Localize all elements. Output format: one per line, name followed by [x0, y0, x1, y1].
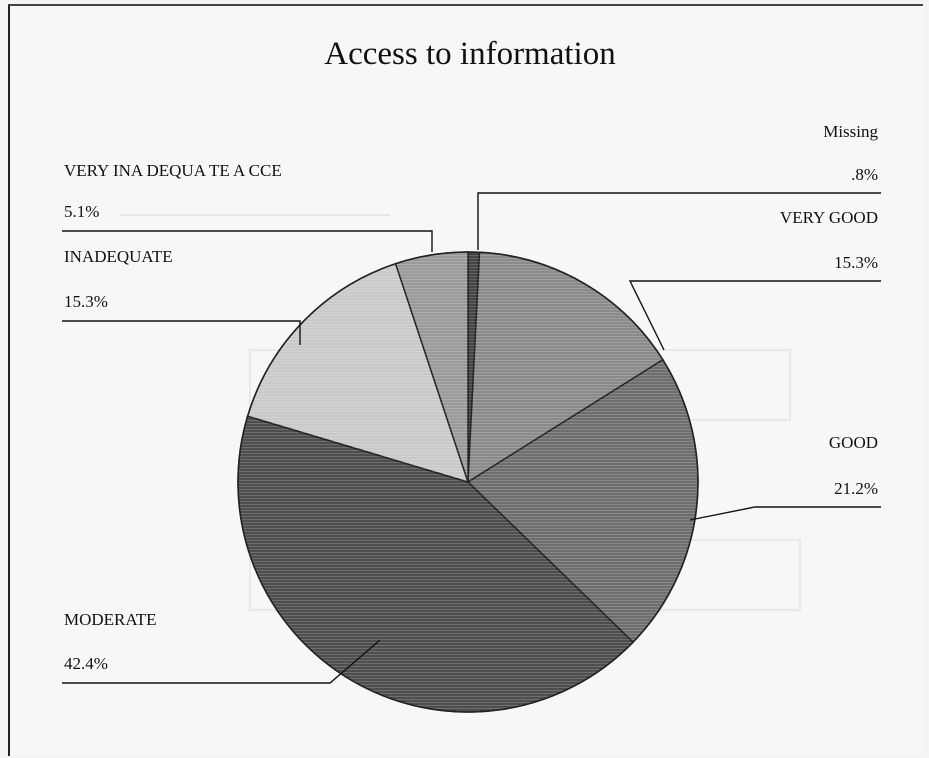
leader-lines — [62, 192, 881, 684]
pie-slice-texture-very-good — [468, 252, 663, 482]
label-very-inadequate: VERY INA DEQUA TE A CCE — [64, 161, 282, 180]
value-good: 21.2% — [834, 479, 878, 498]
label-inadequate: INADEQUATE — [64, 247, 173, 266]
pie-slice-texture-good — [468, 359, 698, 643]
chart-title: Access to information — [324, 36, 615, 72]
pie-slice-texture-very-ina-dequa-te-a-cce — [395, 252, 468, 482]
pie-slice-texture-inadequate — [247, 263, 468, 482]
value-moderate: 42.4% — [64, 654, 108, 673]
value-very-good: 15.3% — [834, 253, 878, 272]
pie-outline — [237, 251, 699, 713]
label-moderate: MODERATE — [64, 610, 157, 629]
value-missing: .8% — [851, 165, 878, 184]
pie-slice-texture-moderate — [238, 416, 634, 712]
slice-labels: Missing .8% VERY GOOD 15.3% GOOD 21.2% M… — [64, 122, 878, 673]
label-very-good: VERY GOOD — [780, 208, 878, 227]
label-missing: Missing — [823, 122, 878, 141]
label-good: GOOD — [829, 433, 878, 452]
value-inadequate: 15.3% — [64, 292, 108, 311]
value-very-inadequate: 5.1% — [64, 202, 99, 221]
pie-slices — [237, 251, 699, 713]
